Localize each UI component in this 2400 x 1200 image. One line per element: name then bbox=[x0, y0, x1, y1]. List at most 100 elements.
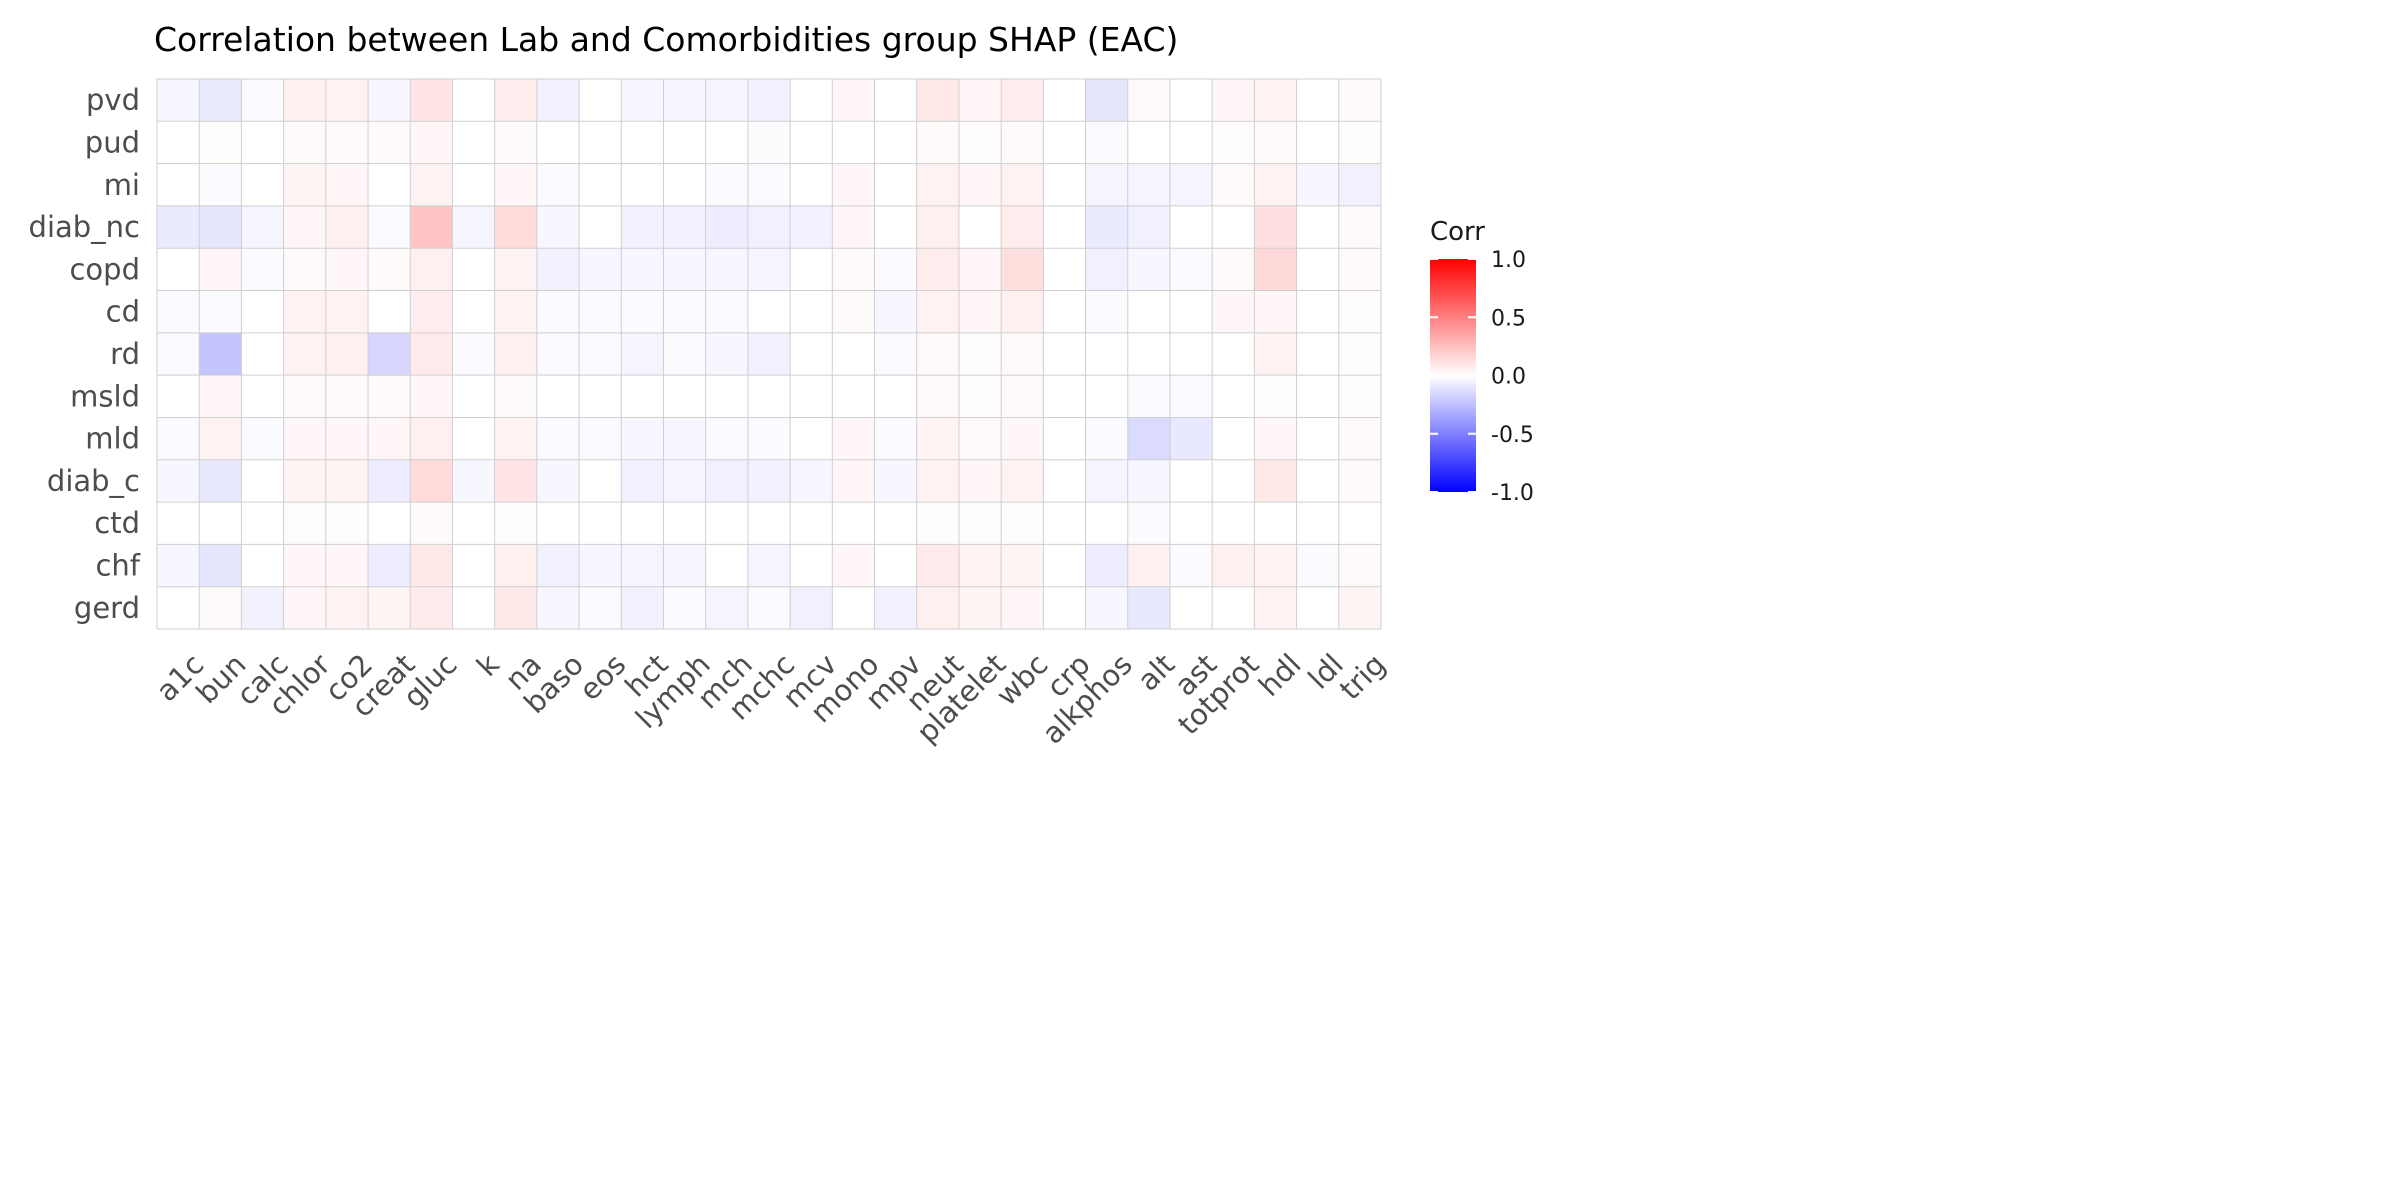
heatmap-cell-pud-hct bbox=[621, 121, 664, 164]
heatmap-cell-rd-wbc bbox=[1001, 332, 1044, 376]
heatmap-cell-chf-na bbox=[494, 544, 537, 587]
heatmap-cell-cd-gluc bbox=[410, 290, 453, 333]
heatmap-cell-cd-neut bbox=[916, 290, 959, 333]
heatmap-cell-pvd-baso bbox=[536, 79, 580, 122]
heatmap-cell-copd-totprot bbox=[1212, 248, 1255, 291]
heatmap-cell-rd-mcv bbox=[790, 332, 833, 376]
heatmap-cell-gerd-ldl bbox=[1296, 586, 1339, 629]
heatmap-cell-diab_nc-crp bbox=[1043, 205, 1086, 249]
heatmap-cell-pud-k bbox=[452, 121, 495, 164]
heatmap-cell-mi-baso bbox=[536, 163, 580, 206]
heatmap-cell-mld-bun bbox=[199, 417, 242, 460]
heatmap-cell-ctd-creat bbox=[368, 502, 411, 545]
heatmap-cell-mld-hdl bbox=[1254, 417, 1297, 460]
heatmap-cell-diab_c-na bbox=[494, 459, 537, 503]
heatmap-cell-msld-creat bbox=[368, 375, 411, 418]
legend-tick-label: -0.5 bbox=[1491, 423, 1534, 448]
legend-tick-label: 1.0 bbox=[1491, 248, 1526, 273]
heatmap-cell-cd-hct bbox=[621, 290, 664, 333]
grid-lines bbox=[156, 78, 1382, 630]
heatmap-cell-pvd-ast bbox=[1169, 79, 1213, 122]
heatmap-cell-pvd-mono bbox=[832, 79, 875, 122]
heatmap-cell-mld-creat bbox=[368, 417, 411, 460]
y-tick-label-diab_nc: diab_nc bbox=[29, 210, 140, 244]
heatmap-cell-pvd-mpv bbox=[874, 79, 917, 122]
heatmap-cell-cd-bun bbox=[199, 290, 242, 333]
heatmap-cell-msld-eos bbox=[579, 375, 622, 418]
heatmap-cell-rd-platelet bbox=[958, 332, 1002, 376]
heatmap-cell-ctd-chlor bbox=[283, 502, 326, 545]
heatmap-cell-ctd-bun bbox=[199, 502, 242, 545]
heatmap-cell-pud-crp bbox=[1043, 121, 1086, 164]
heatmap-cell-ctd-mpv bbox=[874, 502, 917, 545]
heatmap-cell-gerd-gluc bbox=[410, 586, 453, 629]
heatmap-cell-cd-mcv bbox=[790, 290, 833, 333]
heatmap-cell-rd-calc bbox=[241, 332, 284, 376]
heatmap-cell-mi-mono bbox=[832, 163, 875, 206]
heatmap-cell-msld-k bbox=[452, 375, 495, 418]
heatmap-cell-diab_c-bun bbox=[199, 459, 242, 503]
legend-tick-label: -1.0 bbox=[1491, 481, 1534, 506]
heatmap-cell-gerd-hdl bbox=[1254, 586, 1297, 629]
y-tick-label-copd: copd bbox=[69, 252, 140, 286]
heatmap-cell-gerd-calc bbox=[241, 586, 284, 629]
heatmap-cell-ctd-eos bbox=[579, 502, 622, 545]
y-tick-label-mi: mi bbox=[104, 168, 140, 202]
heatmap-cell-diab_nc-neut bbox=[916, 205, 959, 249]
heatmap-cell-pud-ast bbox=[1169, 121, 1213, 164]
heatmap-cell-mld-chlor bbox=[283, 417, 326, 460]
heatmap-cell-mi-creat bbox=[368, 163, 411, 206]
heatmap-cell-copd-na bbox=[494, 248, 537, 291]
heatmap-cell-diab_nc-totprot bbox=[1212, 205, 1255, 249]
heatmap-cell-ctd-mono bbox=[832, 502, 875, 545]
heatmap-cell-gerd-mcv bbox=[790, 586, 833, 629]
heatmap-cell-rd-ldl bbox=[1296, 332, 1339, 376]
heatmap-cell-rd-mpv bbox=[874, 332, 917, 376]
heatmap-cell-pvd-mcv bbox=[790, 79, 833, 122]
heatmap-cell-pud-wbc bbox=[1001, 121, 1044, 164]
heatmap-cell-ctd-co2 bbox=[325, 502, 369, 545]
color-legend: Corr 1.0 0.5 0.0 -0.5 -1.0 bbox=[1430, 217, 1534, 506]
heatmap-cell-msld-alt bbox=[1127, 375, 1170, 418]
heatmap-cell-diab_c-alkphos bbox=[1085, 459, 1128, 503]
heatmap-cell-chf-chlor bbox=[283, 544, 326, 587]
heatmap-cell-mld-mpv bbox=[874, 417, 917, 460]
heatmap-cell-pud-mch bbox=[705, 121, 748, 164]
heatmap-cell-diab_nc-mcv bbox=[790, 205, 833, 249]
heatmap-cell-ctd-crp bbox=[1043, 502, 1086, 545]
heatmap-cell-rd-baso bbox=[536, 332, 580, 376]
heatmap-cell-copd-mch bbox=[705, 248, 748, 291]
heatmap-cell-chf-ldl bbox=[1296, 544, 1339, 587]
heatmap-cell-mld-alt bbox=[1127, 417, 1170, 460]
heatmap-cell-chf-ast bbox=[1169, 544, 1213, 587]
heatmap-cell-chf-mcv bbox=[790, 544, 833, 587]
heatmap-cell-pud-lymph bbox=[663, 121, 706, 164]
heatmap-cell-ctd-mcv bbox=[790, 502, 833, 545]
heatmap-cell-copd-hct bbox=[621, 248, 664, 291]
heatmap-cell-mld-a1c bbox=[157, 417, 200, 460]
heatmap-cell-chf-hct bbox=[621, 544, 664, 587]
heatmap-cell-pud-bun bbox=[199, 121, 242, 164]
heatmap-cell-msld-ast bbox=[1169, 375, 1213, 418]
heatmap-cell-pvd-chlor bbox=[283, 79, 326, 122]
heatmap-cell-copd-alkphos bbox=[1085, 248, 1128, 291]
heatmap-cell-chf-bun bbox=[199, 544, 242, 587]
heatmap-cell-mld-totprot bbox=[1212, 417, 1255, 460]
heatmap-cell-chf-k bbox=[452, 544, 495, 587]
heatmap-cell-mld-lymph bbox=[663, 417, 706, 460]
heatmap-cell-rd-ast bbox=[1169, 332, 1213, 376]
heatmap-cell-gerd-co2 bbox=[325, 586, 369, 629]
heatmap-cell-ctd-a1c bbox=[157, 502, 200, 545]
heatmap-cell-rd-hdl bbox=[1254, 332, 1297, 376]
heatmap-cell-gerd-alt bbox=[1127, 586, 1170, 629]
x-tick-label-trig: trig bbox=[1333, 647, 1392, 706]
heatmap-cell-mi-totprot bbox=[1212, 163, 1255, 206]
heatmap-cell-chf-crp bbox=[1043, 544, 1086, 587]
heatmap-cell-pvd-bun bbox=[199, 79, 242, 122]
heatmap-cell-pvd-crp bbox=[1043, 79, 1086, 122]
heatmap-cell-mld-alkphos bbox=[1085, 417, 1128, 460]
heatmap-cell-rd-alt bbox=[1127, 332, 1170, 376]
heatmap-cell-diab_nc-mono bbox=[832, 205, 875, 249]
heatmap-cell-gerd-a1c bbox=[157, 586, 200, 629]
